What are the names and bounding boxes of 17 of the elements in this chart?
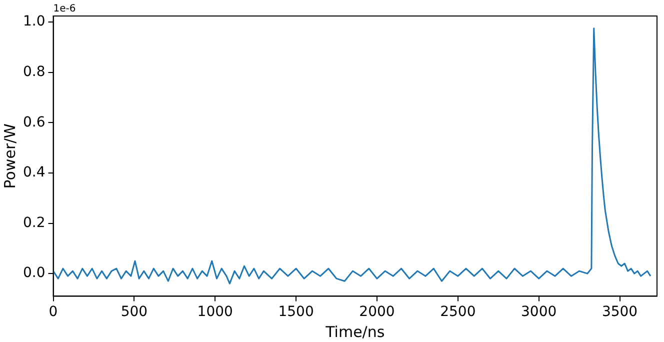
x-tick-label: 1000 [197, 304, 233, 320]
x-tick-label: 1500 [278, 304, 314, 320]
y-tick-label: 1.0 [23, 14, 46, 30]
x-tick-label: 0 [48, 304, 58, 320]
x-tick-label: 2000 [359, 304, 395, 320]
x-axis-title: Time/ns [324, 322, 385, 341]
x-tick-label: 500 [120, 304, 148, 320]
y-tick-label: 0.6 [23, 114, 46, 130]
x-tick-label: 3000 [521, 304, 557, 320]
text: 1e-6 [53, 4, 76, 15]
y-tick-label: 0.8 [23, 64, 46, 80]
y-tick-label: 0.2 [23, 214, 46, 231]
y-tick-label: 0.4 [23, 164, 46, 181]
y-axis-title: Power/W [0, 123, 19, 189]
x-tick-label: 2500 [440, 304, 476, 320]
x-tick-label: 3500 [602, 304, 638, 320]
y-tick-label: 0.0 [23, 265, 46, 282]
